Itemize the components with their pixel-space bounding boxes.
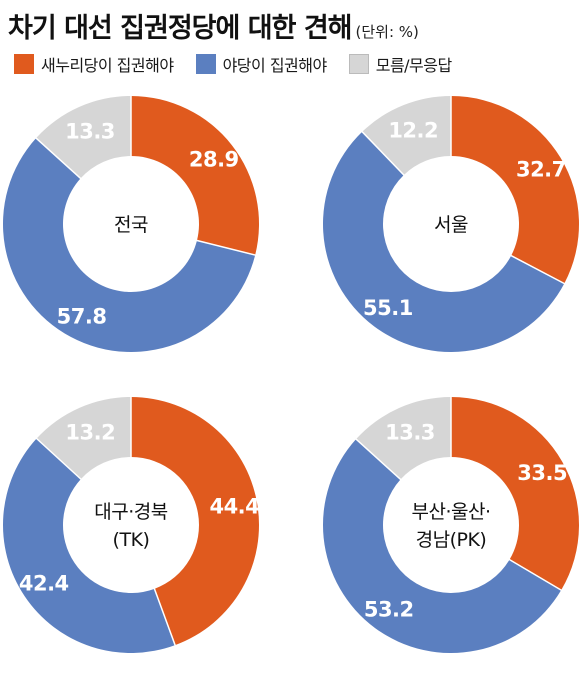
donut-2-region-label: 서울 (434, 214, 468, 236)
donut-1-slice-opposition (2, 138, 256, 352)
donut-chart-3: 44.4 42.4 13.2 대구·경북 (TK) (2, 396, 260, 653)
donut-2-slice-unknown (362, 96, 451, 176)
donut-2-slice-opposition (323, 131, 565, 352)
chart-title-row: 차기 대선 집권정당에 대한 견해 (단위: %) (8, 6, 419, 45)
donut-3-value-unknown: 13.2 (65, 421, 115, 445)
donut-2-slice-saenuri (451, 96, 580, 284)
donut-4-separator (354, 437, 402, 481)
donut-2-separator (360, 130, 406, 177)
donut-3-value-opposition: 42.4 (19, 571, 69, 595)
donut-3-region-label: 대구·경북 (94, 501, 167, 523)
donut-chart-1: 28.9 57.8 13.3 전국 (2, 95, 260, 352)
legend-swatch-unknown (348, 54, 369, 74)
donut-2-value-unknown: 12.2 (388, 118, 438, 142)
donut-3-slice-unknown (36, 397, 131, 480)
legend-label-unknown: 모름/무응답 (375, 56, 453, 75)
legend-item-opposition: 야당이 집권해야 (195, 52, 328, 76)
donut-1-value-unknown: 13.3 (65, 120, 115, 144)
legend: 새누리당이 집권해야 야당이 집권해야 모름/무응답 (14, 52, 474, 76)
legend-label-opposition: 야당이 집권해야 (222, 56, 328, 75)
donut-2-value-saenuri: 32.7 (516, 158, 566, 182)
donut-4-region-label: 경남(PK) (416, 529, 487, 551)
donut-2-value-opposition: 55.1 (363, 296, 413, 320)
legend-item-saenuri: 새누리당이 집권해야 (14, 52, 174, 76)
chart-title: 차기 대선 집권정당에 대한 견해 (8, 13, 353, 44)
donut-1-value-saenuri: 28.9 (189, 147, 239, 171)
donut-4-value-saenuri: 33.5 (517, 461, 567, 485)
donut-3-region-label: (TK) (113, 529, 150, 551)
donut-chart-2: 32.7 55.1 12.2 서울 (323, 95, 580, 352)
donut-3-slice-saenuri (131, 397, 260, 646)
donut-1-slice-saenuri (131, 96, 260, 256)
donut-1-separator (34, 136, 82, 180)
donut-1-separator (195, 239, 257, 257)
donut-4-slice-saenuri (451, 397, 579, 591)
donut-4-region-label: 부산·울산· (412, 501, 491, 523)
donut-4-slice-unknown (356, 397, 451, 480)
unit-note: (단위: %) (355, 23, 419, 41)
donut-4-value-unknown: 13.3 (385, 421, 435, 445)
donut-3-separator (153, 587, 177, 647)
legend-item-unknown: 모름/무응답 (348, 52, 453, 76)
donut-4-value-opposition: 53.2 (364, 598, 414, 622)
legend-label-saenuri: 새누리당이 집권해야 (41, 56, 174, 75)
donut-3-value-saenuri: 44.4 (209, 495, 259, 519)
donut-2-separator (509, 254, 566, 285)
legend-swatch-saenuri (14, 54, 34, 74)
donut-chart-4: 33.5 53.2 13.3 부산·울산· 경남(PK) (322, 396, 579, 654)
donut-1-value-opposition: 57.8 (57, 305, 107, 329)
donut-3-slice-opposition (2, 438, 176, 653)
donut-1-slice-unknown (36, 96, 131, 179)
donut-3-separator (35, 437, 83, 481)
donut-4-slice-opposition (322, 439, 562, 654)
donut-4-separator (508, 558, 563, 592)
donut-1-region-label: 전국 (114, 214, 148, 236)
legend-swatch-opposition (195, 54, 216, 74)
